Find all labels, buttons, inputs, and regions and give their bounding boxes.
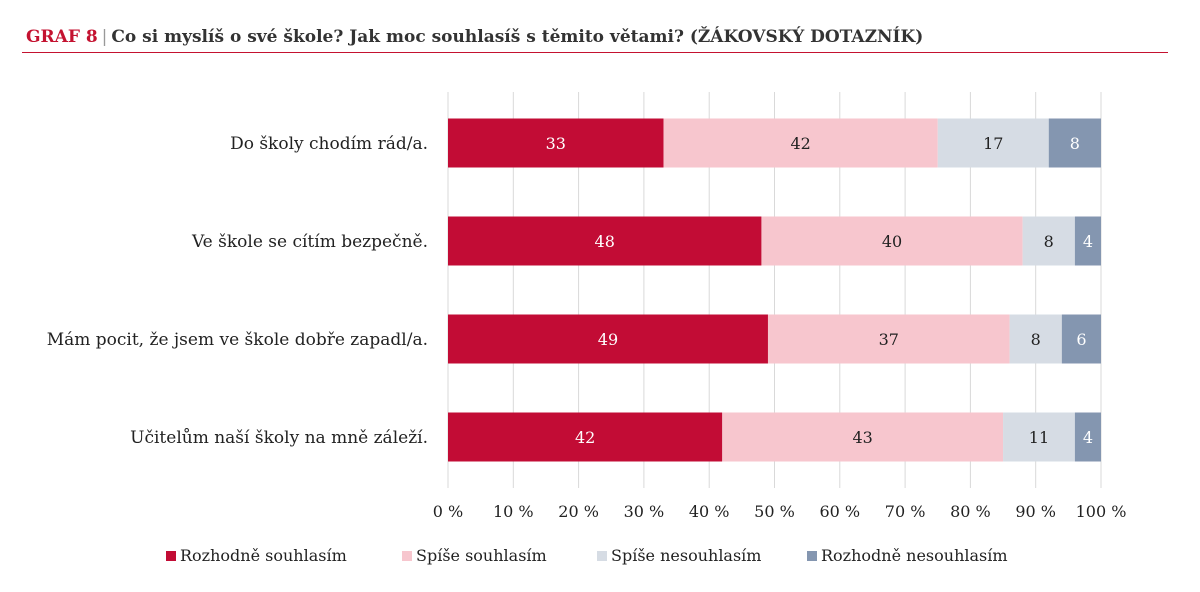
legend-swatch xyxy=(807,551,817,561)
bar-segment xyxy=(1048,118,1101,168)
data-label: 4 xyxy=(1083,232,1093,251)
data-label: 33 xyxy=(546,134,566,153)
data-label: 11 xyxy=(1029,428,1049,447)
data-label: 48 xyxy=(595,232,615,251)
x-tick-label: 20 % xyxy=(558,502,599,521)
bar-segment xyxy=(1009,314,1062,364)
data-label: 6 xyxy=(1076,330,1086,349)
category-label: Ve škole se cítím bezpečně. xyxy=(191,232,428,252)
chart-tag: GRAF 8 xyxy=(26,27,98,47)
bar-segment xyxy=(722,412,1004,462)
legend-entry: Spíše souhlasím xyxy=(416,546,547,565)
x-tick-label: 80 % xyxy=(950,502,991,521)
x-tick-label: 100 % xyxy=(1076,502,1127,521)
chart-title: GRAF 8 | Co si myslíš o své škole? Jak moc… xyxy=(26,27,923,47)
data-label: 8 xyxy=(1044,232,1054,251)
category-label: Do školy chodím rád/a. xyxy=(230,134,428,154)
data-label: 4 xyxy=(1083,428,1093,447)
data-label: 40 xyxy=(882,232,902,251)
data-label: 49 xyxy=(598,330,618,349)
data-label: 8 xyxy=(1031,330,1041,349)
data-label: 42 xyxy=(575,428,595,447)
bar-segment xyxy=(448,314,768,364)
legend-entry: Spíše nesouhlasím xyxy=(611,546,761,565)
bar-segment xyxy=(448,118,664,168)
x-tick-label: 40 % xyxy=(689,502,730,521)
data-label: 8 xyxy=(1070,134,1080,153)
x-tick-label: 10 % xyxy=(493,502,534,521)
bar-segment xyxy=(448,412,723,462)
legend-swatch xyxy=(597,551,607,561)
data-label: 43 xyxy=(852,428,872,447)
bar-segment xyxy=(761,216,1023,266)
bar-segment xyxy=(1074,216,1101,266)
bar-segment xyxy=(1074,412,1101,462)
x-tick-label: 70 % xyxy=(885,502,926,521)
bar-segment xyxy=(937,118,1049,168)
bar-segment xyxy=(1003,412,1075,462)
x-tick-label: 60 % xyxy=(819,502,860,521)
bar-segment xyxy=(1061,314,1101,364)
x-tick-label: 90 % xyxy=(1015,502,1056,521)
x-tick-label: 50 % xyxy=(754,502,795,521)
legend-swatch xyxy=(166,551,176,561)
bar-segment xyxy=(767,314,1010,364)
chart-title-text: Co si myslíš o své škole? Jak moc souhla… xyxy=(111,27,924,47)
data-label: 17 xyxy=(983,134,1003,153)
data-label: 42 xyxy=(790,134,810,153)
bar-segment xyxy=(663,118,938,168)
data-label: 37 xyxy=(879,330,899,349)
legend-entry: Rozhodně nesouhlasím xyxy=(821,546,1008,565)
x-tick-label: 0 % xyxy=(433,502,463,521)
legend-swatch xyxy=(402,551,412,561)
category-label: Mám pocit, že jsem ve škole dobře zapadl… xyxy=(47,330,428,350)
category-label: Učitelům naší školy na mně záleží. xyxy=(130,428,428,448)
x-tick-label: 30 % xyxy=(624,502,665,521)
legend-entry: Rozhodně souhlasím xyxy=(180,546,347,565)
bar-segment xyxy=(1022,216,1075,266)
title-separator: | xyxy=(101,27,108,47)
chart-header: GRAF 8 | Co si myslíš o své škole? Jak moc… xyxy=(22,24,1168,53)
bar-segment xyxy=(448,216,762,266)
